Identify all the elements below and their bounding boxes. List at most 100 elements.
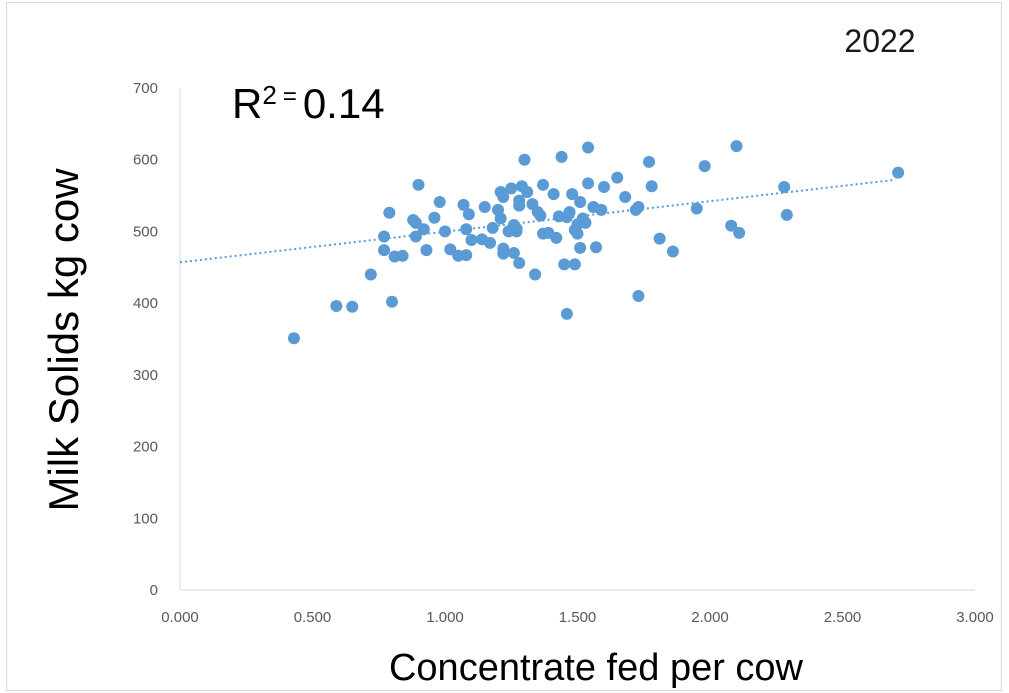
r-squared-base: R	[232, 80, 262, 127]
data-point	[412, 178, 425, 191]
data-point	[568, 258, 581, 271]
data-point	[632, 289, 645, 302]
data-point	[378, 244, 391, 257]
data-point	[478, 201, 491, 214]
data-point	[582, 177, 595, 190]
y-tick-label: 200	[133, 439, 158, 456]
data-points	[287, 140, 905, 345]
x-tick-label: 3.000	[956, 609, 994, 626]
data-point	[378, 230, 391, 243]
data-point	[645, 180, 658, 193]
data-point	[494, 212, 507, 225]
chart-frame	[6, 2, 1002, 691]
data-point	[653, 232, 666, 245]
data-point	[510, 225, 523, 238]
data-point	[632, 201, 645, 214]
data-point	[409, 230, 422, 243]
y-tick-label: 600	[133, 152, 158, 169]
data-point	[537, 178, 550, 191]
data-point	[346, 300, 359, 313]
y-tick-label: 700	[133, 80, 158, 97]
data-point	[598, 180, 610, 193]
data-point	[465, 234, 478, 247]
data-point	[892, 166, 905, 179]
data-point	[428, 211, 441, 224]
data-point	[497, 191, 510, 204]
data-point	[563, 206, 576, 219]
data-point	[643, 155, 656, 168]
data-point	[566, 188, 579, 201]
r-squared-equals: =	[283, 83, 297, 110]
data-point	[507, 246, 520, 259]
data-point	[460, 249, 473, 262]
data-point	[582, 141, 595, 154]
data-point	[433, 196, 446, 209]
data-point	[698, 160, 711, 173]
data-point	[420, 244, 433, 257]
r-squared-value: 0.14	[303, 80, 385, 127]
data-point	[409, 216, 422, 229]
data-point	[574, 196, 587, 209]
data-point	[386, 295, 398, 308]
x-tick-label: 2.500	[824, 609, 862, 626]
r-squared-superscript: 2	[262, 80, 276, 110]
y-tick-label: 100	[133, 510, 158, 527]
y-tick-label: 500	[133, 223, 158, 240]
y-axis-label: Milk Solids kg cow	[40, 168, 87, 512]
x-tick-label: 0.500	[294, 609, 332, 626]
data-point	[690, 202, 703, 215]
data-point	[513, 194, 526, 207]
data-point	[518, 153, 531, 166]
data-point	[460, 223, 473, 236]
data-point	[733, 226, 746, 239]
data-point	[396, 249, 409, 262]
x-tick-label: 1.500	[559, 609, 597, 626]
x-tick-label: 2.000	[691, 609, 729, 626]
y-axis: 0 100 200 300 400 500 600 700	[133, 80, 181, 599]
x-axis: 0.000 0.500 1.000 1.500 2.000 2.500 3.000	[161, 589, 994, 626]
data-point	[730, 140, 743, 153]
data-point	[560, 307, 573, 320]
data-point	[571, 227, 584, 240]
x-axis-label: Concentrate fed per cow	[389, 647, 804, 689]
data-point	[550, 231, 563, 244]
data-point	[417, 223, 430, 236]
data-point	[287, 332, 300, 345]
data-point	[439, 225, 451, 238]
y-tick-label: 400	[133, 295, 158, 312]
data-point	[529, 268, 542, 281]
data-point	[574, 241, 587, 254]
data-point	[462, 208, 475, 221]
data-point	[364, 268, 377, 281]
data-point	[486, 221, 499, 234]
x-tick-label: 0.000	[161, 609, 199, 626]
chart-title: 2022	[844, 23, 915, 59]
data-point	[534, 209, 547, 222]
data-point	[330, 300, 343, 313]
x-tick-label: 1.000	[426, 609, 464, 626]
data-point	[497, 247, 510, 260]
data-point	[778, 180, 791, 193]
data-point	[619, 191, 632, 204]
y-tick-label: 0	[150, 582, 158, 599]
data-point	[555, 150, 568, 163]
data-point	[444, 243, 457, 256]
data-point	[513, 256, 526, 269]
data-point	[590, 241, 603, 254]
data-point	[558, 258, 571, 271]
data-point	[579, 216, 592, 229]
data-point	[547, 188, 560, 201]
y-tick-label: 300	[133, 367, 158, 384]
data-point	[725, 219, 738, 232]
data-point	[457, 198, 470, 211]
data-point	[383, 206, 396, 219]
data-point	[666, 245, 679, 258]
data-point	[780, 208, 793, 221]
data-point	[484, 236, 497, 249]
data-point	[595, 203, 608, 216]
data-point	[611, 171, 624, 184]
r-squared-annotation: R2 = 0.14	[232, 80, 385, 127]
data-point	[505, 182, 518, 195]
data-point	[521, 185, 534, 198]
